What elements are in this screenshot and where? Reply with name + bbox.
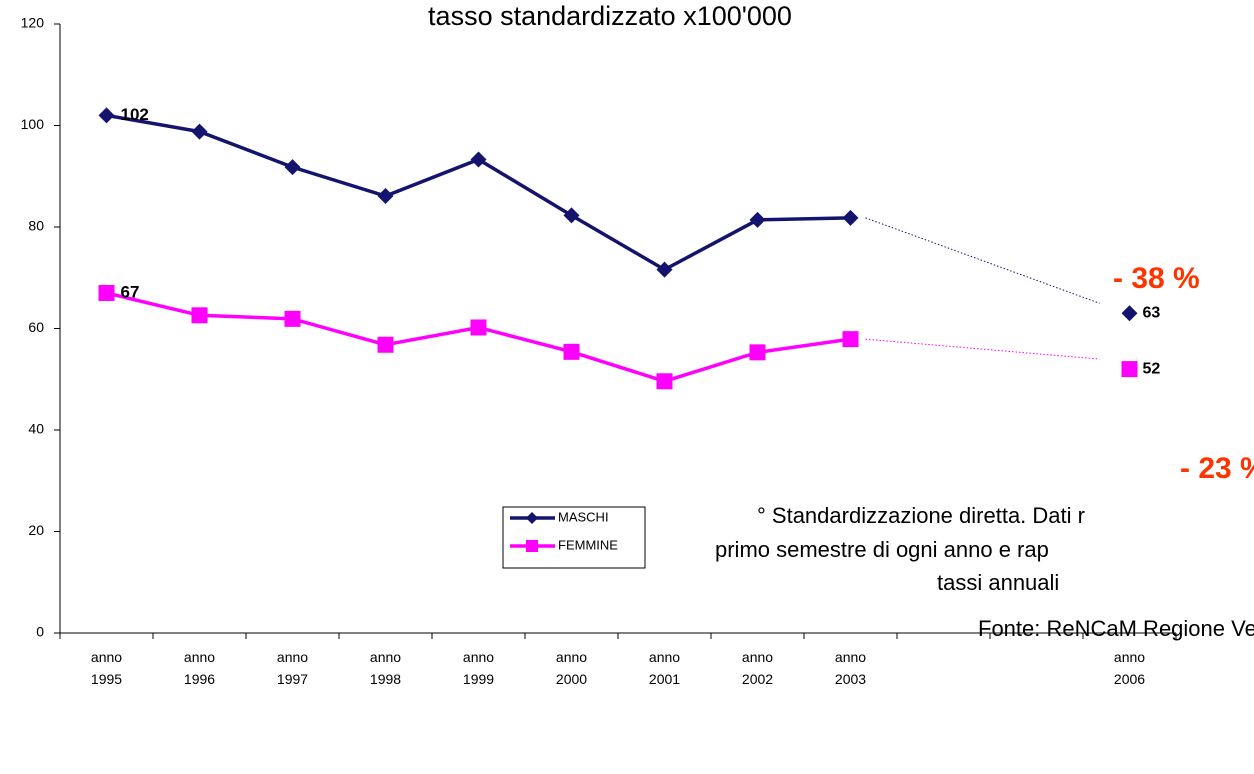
point	[377, 188, 394, 205]
data-label: 102	[121, 105, 149, 124]
trend-connector	[865, 338, 1100, 360]
source: Fonte: ReNCaM Regione Ven	[978, 616, 1254, 641]
point	[284, 310, 301, 327]
y-tick-label: 60	[28, 319, 44, 335]
x-tick-label: anno 2000	[555, 649, 588, 687]
y-tick-label: 20	[28, 522, 44, 538]
data-label: 67	[121, 282, 140, 301]
y-tick-label: 0	[36, 624, 44, 640]
x-tick-label: anno 1997	[276, 649, 309, 687]
point	[377, 336, 394, 353]
point	[191, 307, 208, 324]
point	[749, 211, 766, 228]
point	[1121, 305, 1138, 322]
y-tick-label: 100	[21, 116, 45, 132]
note-line: ° Standardizzazione diretta. Dati r	[757, 503, 1085, 528]
x-tick-label: anno 1996	[183, 649, 216, 687]
note-line: primo semestre di ogni anno e rap	[715, 537, 1049, 562]
legend-marker	[526, 540, 538, 552]
point	[98, 284, 115, 301]
y-tick-label: 120	[21, 15, 45, 31]
series-line	[107, 115, 1130, 313]
legend-marker	[526, 512, 538, 524]
annotation: - 38 %	[1113, 262, 1200, 295]
note-line: tassi annuali	[937, 570, 1059, 595]
y-tick-label: 40	[28, 421, 44, 437]
x-tick-label: anno 1995	[90, 649, 123, 687]
x-tick-label: anno 1999	[462, 649, 495, 687]
point	[749, 344, 766, 361]
data-label: 63	[1143, 304, 1161, 321]
legend-label: FEMMINE	[558, 537, 618, 552]
data-label: 52	[1143, 360, 1161, 377]
point	[563, 343, 580, 360]
legend-label: MASCHI	[558, 509, 609, 524]
y-tick-label: 80	[28, 218, 44, 234]
x-tick-label: anno 2003	[834, 649, 867, 687]
x-tick-label: anno 2001	[648, 649, 681, 687]
point	[98, 107, 115, 124]
point	[284, 159, 301, 176]
point	[470, 319, 487, 336]
point	[656, 261, 673, 278]
chart-title: tasso standardizzato x100'000	[428, 1, 792, 31]
point	[656, 373, 673, 390]
x-tick-label: anno 2006	[1113, 649, 1146, 687]
point	[842, 209, 859, 226]
point	[470, 151, 487, 168]
point	[563, 207, 580, 224]
point	[191, 123, 208, 140]
annotation: - 23 %	[1180, 452, 1254, 485]
point	[1121, 361, 1138, 378]
trend-connector	[865, 217, 1100, 304]
x-tick-label: anno 1998	[369, 649, 402, 687]
point	[842, 331, 859, 348]
x-tick-label: anno 2002	[741, 649, 774, 687]
series-line	[107, 293, 1130, 381]
